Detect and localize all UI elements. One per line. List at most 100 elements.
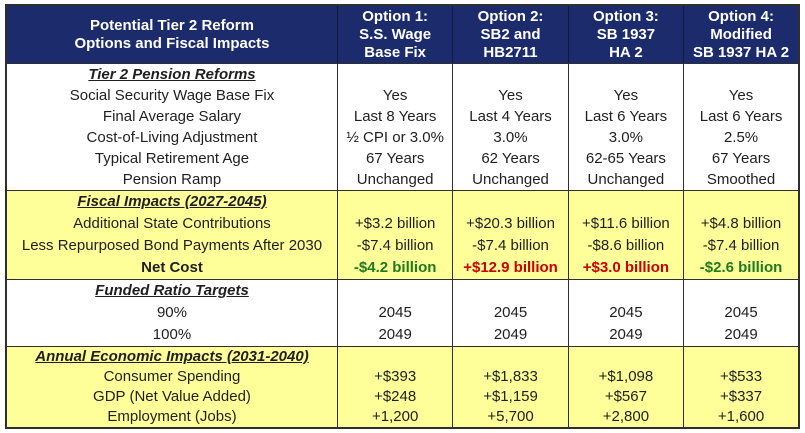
- cell-value: Yes: [336, 85, 453, 106]
- section-title-row: Annual Economic Impacts (2031-2040): [6, 346, 799, 367]
- empty-cell: [567, 346, 684, 367]
- row-label: GDP (Net Value Added): [6, 387, 338, 407]
- table-row: Additional State Contributions +$3.2 bil…: [6, 213, 799, 235]
- cell-value: +1,200: [336, 407, 453, 428]
- cell-value: 67 Years: [336, 148, 453, 169]
- cell-value: ½ CPI or 3.0%: [336, 127, 453, 148]
- cell-value: Last 6 Years: [683, 106, 799, 127]
- cell-value: +$1,098: [567, 367, 684, 387]
- empty-cell: [683, 63, 799, 85]
- cell-value: -$7.4 billion: [336, 235, 453, 257]
- cell-value: 2049: [567, 324, 684, 347]
- cell-value: +$11.6 billion: [567, 213, 684, 235]
- empty-cell: [452, 190, 569, 213]
- section-tier2-pension-reforms: Tier 2 Pension Reforms Social Security W…: [6, 63, 799, 191]
- column-header-option-3: Option 3: SB 1937 HA 2: [567, 5, 684, 64]
- net-cost-value: -$4.2 billion: [336, 257, 453, 280]
- cell-value: +$1,833: [452, 367, 569, 387]
- cell-value: 2045: [336, 302, 453, 324]
- table-row: Consumer Spending +$393 +$1,833 +$1,098 …: [6, 367, 799, 387]
- empty-cell: [452, 346, 569, 367]
- row-label: Additional State Contributions: [6, 213, 338, 235]
- cell-value: 3.0%: [452, 127, 569, 148]
- cell-value: 2049: [683, 324, 799, 347]
- cell-value: 2045: [567, 302, 684, 324]
- net-cost-value: -$2.6 billion: [683, 257, 799, 280]
- cell-value: +$3.2 billion: [336, 213, 453, 235]
- section-title-row: Fiscal Impacts (2027-2045): [6, 190, 799, 213]
- table-row: 90% 2045 2045 2045 2045: [6, 302, 799, 324]
- net-cost-value: +$3.0 billion: [567, 257, 684, 280]
- section-title-row: Tier 2 Pension Reforms: [6, 63, 799, 85]
- cell-value: +5,700: [452, 407, 569, 428]
- cell-value: Smoothed: [683, 169, 799, 191]
- cell-value: +$393: [336, 367, 453, 387]
- net-cost-row: Net Cost -$4.2 billion +$12.9 billion +$…: [6, 257, 799, 280]
- cell-value: +$4.8 billion: [683, 213, 799, 235]
- cell-value: Last 4 Years: [452, 106, 569, 127]
- section-title-row: Funded Ratio Targets: [6, 279, 799, 302]
- table-row: Pension Ramp Unchanged Unchanged Unchang…: [6, 169, 799, 191]
- row-label: Employment (Jobs): [6, 407, 338, 428]
- empty-cell: [567, 190, 684, 213]
- empty-cell: [452, 279, 569, 302]
- table-row: Final Average Salary Last 8 Years Last 4…: [6, 106, 799, 127]
- column-header-option-4: Option 4: Modified SB 1937 HA 2: [683, 5, 799, 64]
- row-label: Less Repurposed Bond Payments After 2030: [6, 235, 338, 257]
- table-row: Less Repurposed Bond Payments After 2030…: [6, 235, 799, 257]
- row-label: Typical Retirement Age: [6, 148, 338, 169]
- empty-cell: [567, 279, 684, 302]
- cell-value: 62 Years: [452, 148, 569, 169]
- empty-cell: [452, 63, 569, 85]
- row-label: Pension Ramp: [6, 169, 338, 191]
- cell-value: 67 Years: [683, 148, 799, 169]
- cell-value: -$7.4 billion: [452, 235, 569, 257]
- cell-value: 62-65 Years: [567, 148, 684, 169]
- empty-cell: [336, 346, 453, 367]
- empty-cell: [683, 190, 799, 213]
- tier2-reform-options-table: Potential Tier 2 Reform Options and Fisc…: [5, 4, 800, 429]
- cell-value: Unchanged: [336, 169, 453, 191]
- table-row: Typical Retirement Age 67 Years 62 Years…: [6, 148, 799, 169]
- cell-value: Yes: [683, 85, 799, 106]
- cell-value: Unchanged: [567, 169, 684, 191]
- cell-value: -$8.6 billion: [567, 235, 684, 257]
- section-funded-ratio-targets: Funded Ratio Targets 90% 2045 2045 2045 …: [6, 279, 799, 347]
- cell-value: +$337: [683, 387, 799, 407]
- table-title: Potential Tier 2 Reform Options and Fisc…: [6, 5, 338, 64]
- cell-value: Last 6 Years: [567, 106, 684, 127]
- header-row: Potential Tier 2 Reform Options and Fisc…: [6, 5, 799, 64]
- empty-cell: [336, 190, 453, 213]
- empty-cell: [336, 63, 453, 85]
- section-fiscal-impacts: Fiscal Impacts (2027-2045) Additional St…: [6, 190, 799, 280]
- table-row: Social Security Wage Base Fix Yes Yes Ye…: [6, 85, 799, 106]
- section-annual-economic-impacts: Annual Economic Impacts (2031-2040) Cons…: [6, 346, 799, 428]
- row-label: Net Cost: [6, 257, 338, 280]
- net-cost-value: +$12.9 billion: [452, 257, 569, 280]
- cell-value: +1,600: [683, 407, 799, 428]
- cell-value: Yes: [452, 85, 569, 106]
- section-title-fiscal-impacts: Fiscal Impacts (2027-2045): [6, 190, 338, 213]
- row-label: Cost-of-Living Adjustment: [6, 127, 338, 148]
- cell-value: +$20.3 billion: [452, 213, 569, 235]
- cell-value: 2049: [336, 324, 453, 347]
- cell-value: +$567: [567, 387, 684, 407]
- cell-value: Last 8 Years: [336, 106, 453, 127]
- cell-value: +2,800: [567, 407, 684, 428]
- section-title-annual-economic-impacts: Annual Economic Impacts (2031-2040): [6, 346, 338, 367]
- cell-value: +$1,159: [452, 387, 569, 407]
- cell-value: -$7.4 billion: [683, 235, 799, 257]
- row-label: Social Security Wage Base Fix: [6, 85, 338, 106]
- column-header-option-1: Option 1: S.S. Wage Base Fix: [336, 5, 453, 64]
- table-row: 100% 2049 2049 2049 2049: [6, 324, 799, 347]
- table-row: Cost-of-Living Adjustment ½ CPI or 3.0% …: [6, 127, 799, 148]
- cell-value: 2049: [452, 324, 569, 347]
- row-label: Consumer Spending: [6, 367, 338, 387]
- table-row: GDP (Net Value Added) +$248 +$1,159 +$56…: [6, 387, 799, 407]
- column-header-option-2: Option 2: SB2 and HB2711: [452, 5, 569, 64]
- cell-value: 2.5%: [683, 127, 799, 148]
- table-row: Employment (Jobs) +1,200 +5,700 +2,800 +…: [6, 407, 799, 428]
- cell-value: Yes: [567, 85, 684, 106]
- cell-value: 2045: [452, 302, 569, 324]
- row-label: 90%: [6, 302, 338, 324]
